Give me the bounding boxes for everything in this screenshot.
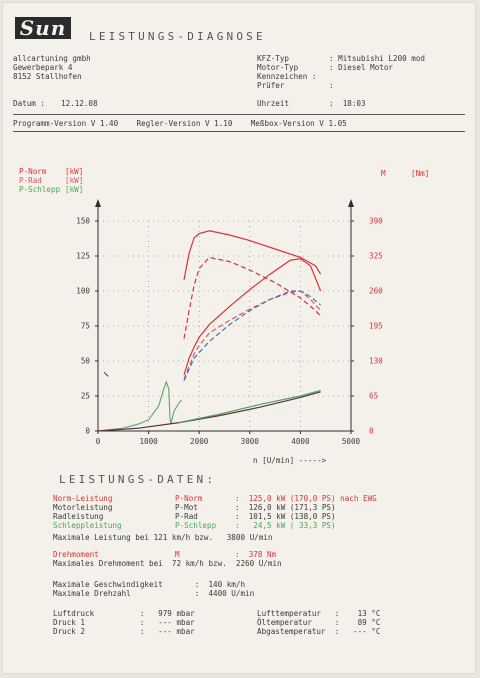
y-tick-label-right: 65	[369, 392, 378, 401]
power-torque-chart: 0 25 50 75 100 125 150 0 65 130 195 260 325 390 0 1000 2…	[76, 199, 383, 465]
x-tick-label: 4000	[291, 437, 310, 446]
series-line-1	[183, 256, 322, 339]
power-row-symbol: P-Mot	[175, 503, 198, 512]
chart-series	[97, 230, 322, 432]
y-tick-label-left: 100	[76, 287, 90, 296]
y-tick-label-right: 260	[369, 287, 383, 296]
y-tick-label-right: 390	[369, 217, 383, 226]
power-row-value: : 125,0 kW (170,0 PS) nach EWG	[235, 494, 377, 503]
power-row-value: : 101,5 kW (138,0 PS)	[235, 512, 336, 521]
report-sheet: Sun LEISTUNGS-DIAGNOSE allcartuning gmbh…	[3, 3, 475, 673]
series-line-7	[178, 389, 321, 424]
version-line: Programm-Version V 1.40 Regler-Version V…	[13, 119, 347, 128]
y-tick-label-right: 195	[369, 322, 383, 331]
company-line-3: 8152 Stallhofen	[13, 72, 82, 81]
y-tick-label-left: 150	[76, 217, 90, 226]
x-tick-label: 5000	[342, 437, 361, 446]
x-tick-label: 3000	[241, 437, 260, 446]
x-tick-label: 2000	[190, 437, 209, 446]
uhrzeit-label: Uhrzeit	[257, 99, 290, 108]
y-tick-label-left: 125	[76, 252, 90, 261]
power-row-label: Norm-Leistung	[53, 494, 113, 503]
series-line-5	[97, 380, 182, 432]
datum-label: Datum :	[13, 99, 46, 108]
company-line-2: Gewerbepark 4	[13, 63, 73, 72]
power-row-symbol: P-Norm	[175, 494, 203, 503]
y-axis-left-arrow	[95, 199, 101, 207]
legend-pschlepp-unit: [kW]	[65, 185, 84, 194]
series-line-4	[183, 290, 321, 381]
max-speed-line: Maximale Geschwindigkeit : 140 km/h	[53, 580, 246, 589]
series-line-0	[183, 230, 322, 280]
power-row-label: Motorleistung	[53, 503, 113, 512]
uhrzeit-value: : 18:03	[329, 99, 366, 108]
legend-prad-name: P-Rad	[19, 176, 42, 185]
ambient-left-2: Druck 1 : --- mbar	[53, 618, 195, 627]
legend-prad-unit: [kW]	[65, 176, 84, 185]
max-torque-line: Maximales Drehmoment bei 72 km/h bzw. 22…	[53, 559, 282, 568]
ambient-right-2: Öltemperatur : 89 °C	[257, 618, 381, 627]
y-tick-label-left: 0	[85, 427, 90, 436]
legend-m-unit: [Nm]	[411, 169, 430, 178]
divider-bottom	[13, 131, 465, 132]
chart-ticks: 0 25 50 75 100 125 150 0 65 130 195 260 325 390 0 1000 2…	[76, 217, 383, 447]
y-tick-label-right: 130	[369, 357, 383, 366]
torque-value: : 378 Nm	[235, 550, 277, 559]
divider-top	[13, 114, 465, 115]
pruefer-label: Prüfer	[257, 81, 285, 90]
power-row-label: Radleistung	[53, 512, 104, 521]
legend-pschlepp-name: P-Schlepp	[19, 185, 61, 194]
power-row-symbol: P-Rad	[175, 512, 198, 521]
legend-pnorm-unit: [kW]	[65, 167, 84, 176]
datum-value: 12.12.08	[61, 99, 98, 108]
brand-logo: Sun	[15, 17, 71, 39]
legend-pnorm-name: P-Norm	[19, 167, 47, 176]
y-tick-label-right: 0	[369, 427, 374, 436]
torque-label: Drehmoment	[53, 550, 99, 559]
power-row-label: Schleppleistung	[53, 521, 122, 530]
series-line-6	[97, 391, 321, 432]
chart-axes	[95, 199, 354, 432]
y-tick-label-left: 50	[81, 357, 91, 366]
x-tick-label: 0	[96, 437, 101, 446]
motor-label: Motor-Typ	[257, 63, 299, 72]
y-axis-right-arrow	[348, 199, 354, 207]
pruefer-value: :	[329, 81, 334, 90]
ambient-left-1: Luftdruck : 979 mbar	[53, 609, 195, 618]
x-axis-label: n [U/min] ----->	[253, 456, 327, 465]
max-rpm-line: Maximale Drehzahl : 4400 U/min	[53, 589, 255, 598]
data-section-title: LEISTUNGS-DATEN:	[59, 473, 217, 486]
legend-m-name: M	[381, 169, 386, 178]
kfz-label: KFZ-Typ	[257, 54, 290, 63]
y-tick-label-left: 25	[81, 392, 90, 401]
torque-symbol: M	[175, 550, 180, 559]
series-line-3	[183, 290, 322, 380]
series-line-2	[183, 258, 322, 376]
ambient-right-1: Lufttemperatur : 13 °C	[257, 609, 381, 618]
kfz-value: : Mitsubishi L200 mod	[329, 54, 426, 63]
company-line-1: allcartuning gmbh	[13, 54, 91, 63]
motor-value: : Diesel Motor	[329, 63, 394, 72]
y-tick-label-left: 75	[81, 322, 90, 331]
stray-mark	[103, 371, 109, 377]
ambient-left-3: Druck 2 : --- mbar	[53, 627, 195, 636]
ambient-right-3: Abgastemperatur : --- °C	[257, 627, 381, 636]
chart-grid	[98, 220, 351, 431]
kennzeichen-label: Kennzeichen :	[257, 72, 317, 81]
power-row-value: : 24,5 kW ( 33,3 PS)	[235, 521, 336, 530]
x-tick-label: 1000	[139, 437, 158, 446]
report-title: LEISTUNGS-DIAGNOSE	[89, 30, 266, 43]
power-row-value: : 126,0 kW (171,3 PS)	[235, 503, 336, 512]
y-tick-label-right: 325	[369, 252, 383, 261]
power-row-symbol: P-Schlepp	[175, 521, 217, 530]
max-power-line: Maximale Leistung bei 121 km/h bzw. 3800…	[53, 533, 273, 542]
